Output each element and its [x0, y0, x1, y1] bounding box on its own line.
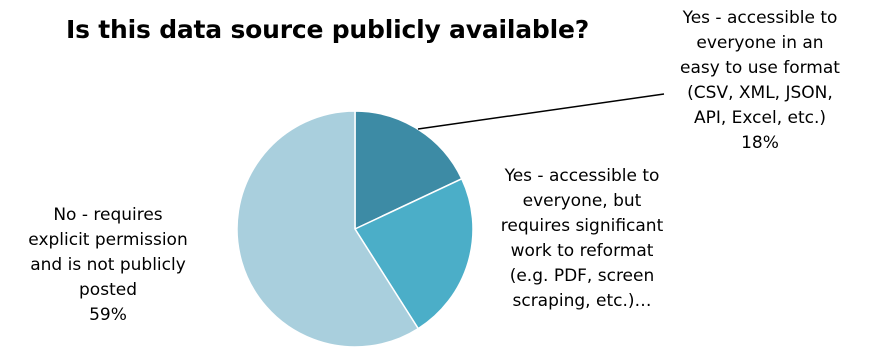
pie-slices: [236, 110, 474, 348]
label-line: everyone, but: [522, 191, 642, 211]
percent-label: 18%: [741, 133, 779, 153]
label-line: (e.g. PDF, screen: [509, 266, 655, 286]
leader-line: [417, 93, 665, 130]
label-line: scraping, etc.)…: [512, 291, 652, 311]
label-line: No - requires: [53, 205, 163, 225]
label-line: Yes - accessible to: [682, 8, 838, 28]
label-line: Yes - accessible to: [504, 166, 660, 186]
chart-title: Is this data source publicly available?: [66, 15, 590, 44]
label-line: work to reformat: [510, 241, 654, 261]
label-line: easy to use format: [680, 58, 840, 78]
label-line: and is not publicly: [30, 255, 186, 275]
percent-label: 59%: [89, 305, 127, 325]
pie-slice-no: [236, 110, 420, 348]
label-line: everyone in an: [696, 33, 824, 53]
label-line: (CSV, XML, JSON,: [687, 83, 833, 103]
label-line: posted: [79, 280, 137, 300]
label-line: API, Excel, etc.): [693, 108, 827, 128]
label-line: explicit permission: [28, 230, 188, 250]
slice-label-not-public: No - requires explicit permission and is…: [0, 203, 216, 328]
pie-slice-reform: [353, 177, 474, 330]
slice-label-easy-format: Yes - accessible to everyone in an easy …: [660, 6, 860, 156]
slice-label-requires-reformat: Yes - accessible to everyone, but requir…: [470, 164, 694, 314]
label-line: requires significant: [500, 216, 664, 236]
